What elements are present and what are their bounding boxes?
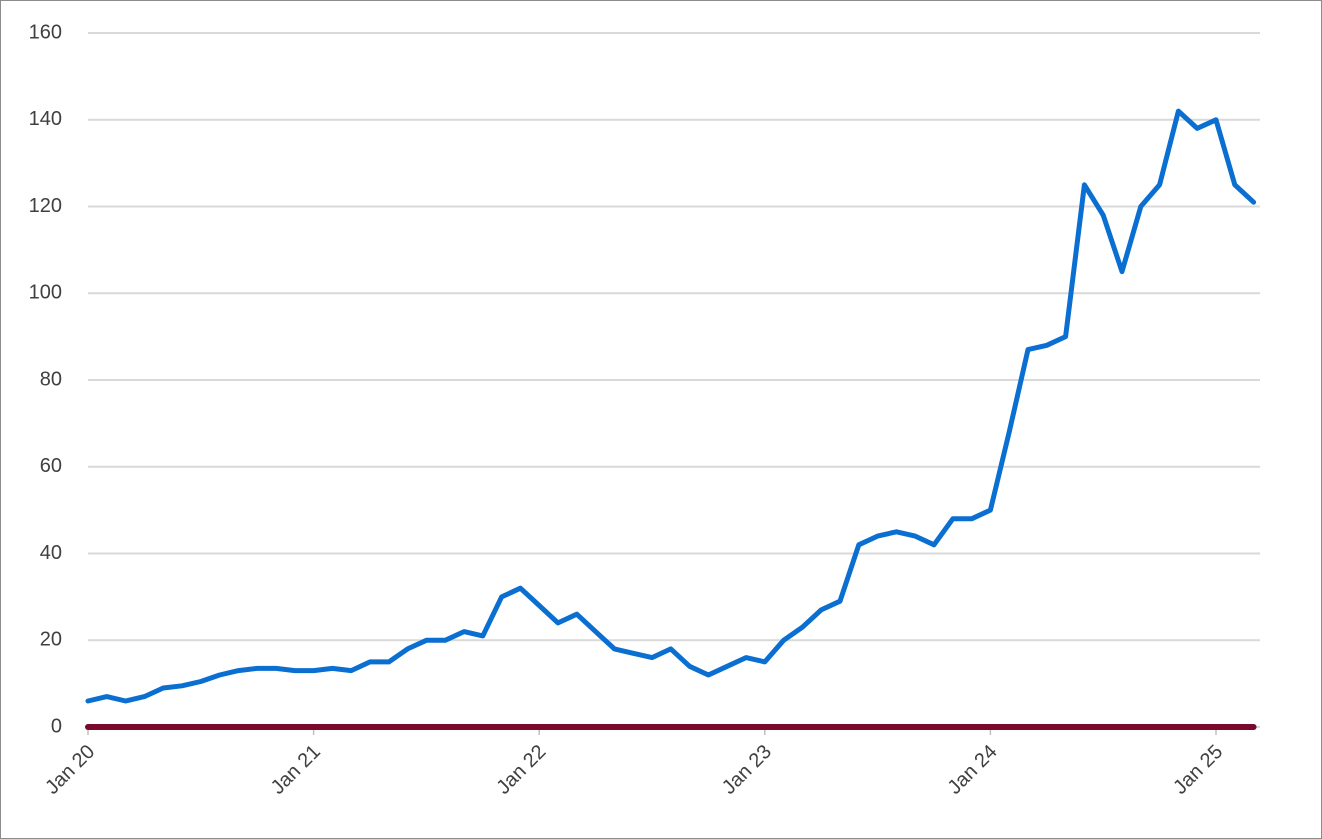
data-line — [85, 108, 1257, 704]
y-tick-label: 120 — [29, 195, 62, 217]
y-tick-label: 40 — [40, 542, 62, 564]
y-tick-label: 140 — [29, 108, 62, 130]
y-tick-label: 60 — [40, 455, 62, 477]
y-tick-label: 100 — [29, 282, 62, 304]
y-tick-label: 160 — [29, 21, 62, 43]
y-tick-label: 0 — [51, 715, 62, 737]
y-tick-label: 80 — [40, 368, 62, 390]
y-tick-label: 20 — [40, 629, 62, 651]
